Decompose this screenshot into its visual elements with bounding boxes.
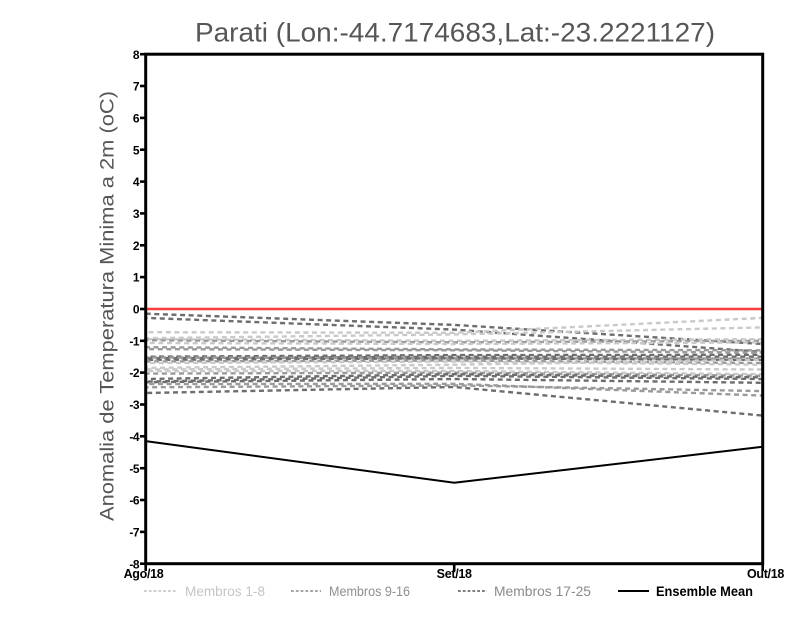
svg-text:5: 5 [133, 143, 140, 157]
svg-text:7: 7 [133, 80, 140, 94]
svg-text:2: 2 [133, 239, 140, 253]
svg-text:Membros 9-16: Membros 9-16 [329, 583, 410, 599]
svg-text:Membros 17-25: Membros 17-25 [494, 583, 591, 599]
svg-text:Out/18: Out/18 [747, 567, 784, 581]
svg-text:Ago/18: Ago/18 [124, 567, 164, 581]
svg-text:-7: -7 [129, 526, 139, 540]
svg-text:-8: -8 [129, 557, 139, 571]
svg-text:-3: -3 [129, 398, 139, 412]
svg-text:8: 8 [133, 48, 140, 62]
svg-text:Parati (Lon:-44.7174683,Lat:-2: Parati (Lon:-44.7174683,Lat:-23.2221127) [195, 18, 715, 48]
svg-text:-4: -4 [129, 430, 139, 444]
svg-text:6: 6 [133, 112, 140, 126]
svg-text:0: 0 [133, 303, 140, 317]
svg-text:Anomalia de Temperatura Minima: Anomalia de Temperatura Minima a 2m (oC) [97, 91, 119, 521]
svg-text:1: 1 [133, 271, 140, 285]
svg-text:Membros 1-8: Membros 1-8 [185, 583, 265, 599]
svg-text:Set/18: Set/18 [437, 567, 472, 581]
svg-text:3: 3 [133, 207, 140, 221]
svg-text:-5: -5 [129, 462, 139, 476]
svg-text:4: 4 [133, 175, 140, 189]
svg-text:-1: -1 [129, 334, 139, 348]
svg-text:Ensemble Mean: Ensemble Mean [656, 584, 753, 599]
svg-text:-6: -6 [129, 494, 139, 508]
svg-text:-2: -2 [129, 366, 139, 380]
